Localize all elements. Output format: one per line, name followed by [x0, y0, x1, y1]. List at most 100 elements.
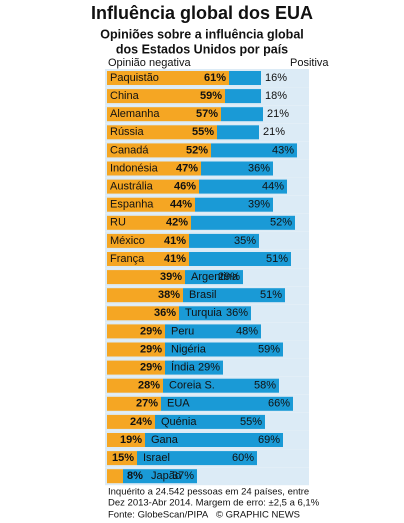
category-label: Coreia S. [169, 380, 215, 392]
bar [165, 342, 283, 357]
bar [107, 360, 165, 375]
bar [225, 89, 261, 104]
category-label: Japão [151, 470, 181, 482]
category-label: Quénia [161, 416, 197, 428]
bar [163, 378, 279, 393]
category-label: Indonésia [110, 162, 159, 174]
category-label: Índia [171, 361, 196, 374]
bar [123, 469, 197, 484]
category-label: Paquistão [110, 72, 159, 84]
bar [107, 215, 191, 230]
bar [107, 197, 195, 212]
bar [107, 433, 145, 447]
data-label: 46% [174, 181, 196, 193]
bar [107, 378, 163, 393]
category-label: Espanha [110, 199, 154, 211]
bar [179, 306, 251, 321]
category-label: Turquia [185, 307, 223, 319]
data-label: 15% [112, 452, 134, 464]
category-label: China [110, 90, 140, 102]
legend-entry: Positiva [290, 57, 329, 69]
data-label: 58% [254, 380, 276, 392]
category-label: Argentina [191, 271, 239, 283]
data-label: 55% [192, 126, 214, 138]
bar [107, 71, 229, 85]
bar [107, 161, 201, 176]
category-label: França [110, 253, 145, 265]
data-label: 39% [248, 199, 270, 211]
category-label: Rússia [110, 126, 145, 138]
bar [107, 143, 211, 158]
category-label: Gana [151, 434, 179, 446]
bar [189, 233, 259, 248]
bar [107, 233, 189, 248]
bar [107, 342, 165, 357]
data-label: 59% [258, 343, 280, 355]
bar [155, 414, 265, 429]
data-label: 48% [236, 325, 258, 337]
category-label: Austrália [110, 181, 154, 193]
data-label: 55% [240, 416, 262, 428]
data-label: 16% [265, 72, 287, 84]
data-label: 43% [272, 144, 294, 156]
bar [107, 451, 137, 466]
data-label: 29% [140, 343, 162, 355]
bar [107, 179, 199, 194]
legend-entry: Opinião negativa [108, 57, 191, 69]
footnote: Dez 2013-Abr 2014. Margem de erro: ±2,5 … [108, 498, 320, 509]
bar [195, 197, 273, 212]
data-label: 19% [120, 434, 142, 446]
bar [201, 161, 273, 176]
category-label: México [110, 235, 145, 247]
bar [145, 433, 283, 447]
data-label: 18% [265, 90, 287, 102]
bar [229, 71, 261, 85]
data-label: 29% [140, 362, 162, 374]
credit: © GRAPHIC NEWS [216, 510, 300, 521]
data-label: 59% [200, 90, 222, 102]
category-label: Israel [143, 452, 170, 464]
bar [165, 324, 261, 339]
data-label: 36% [154, 307, 176, 319]
source: Fonte: GlobeScan/PIPA [108, 510, 209, 521]
data-label: 21% [267, 108, 289, 120]
bar [185, 270, 243, 285]
data-label: 66% [268, 398, 290, 410]
data-label: 28% [138, 380, 160, 392]
data-label: 47% [176, 162, 198, 174]
data-label: 44% [170, 199, 192, 211]
bar [107, 469, 123, 484]
data-label: 51% [266, 253, 288, 265]
bar [189, 252, 291, 266]
bar [107, 125, 217, 140]
data-label: 52% [270, 217, 292, 229]
category-label: Brasil [189, 289, 217, 301]
bar [107, 252, 189, 266]
subtitle: Opiniões sobre a influência global [100, 27, 304, 41]
subtitle: dos Estados Unidos por país [116, 42, 288, 56]
data-label: 36% [248, 162, 270, 174]
footnote: Inquérito a 24.542 pessoas em 24 países,… [108, 487, 309, 498]
bar [107, 324, 165, 339]
data-label: 60% [232, 452, 254, 464]
data-label: 41% [164, 235, 186, 247]
data-label: 29% [218, 271, 240, 283]
data-label: 61% [204, 72, 226, 84]
bar [165, 360, 223, 375]
data-label: 42% [166, 217, 188, 229]
bar [107, 107, 221, 122]
data-label: 29% [140, 325, 162, 337]
data-label: 44% [262, 181, 284, 193]
data-label: 29% [198, 362, 220, 374]
data-label: 37% [172, 470, 194, 482]
bar [107, 89, 225, 104]
chart-title: Influência global dos EUA [91, 3, 313, 23]
bar [217, 125, 259, 140]
data-label: 24% [130, 416, 152, 428]
data-label: 8% [127, 470, 143, 482]
bar [107, 396, 161, 411]
data-label: 52% [186, 144, 208, 156]
data-label: 39% [160, 271, 182, 283]
bar [199, 179, 287, 194]
